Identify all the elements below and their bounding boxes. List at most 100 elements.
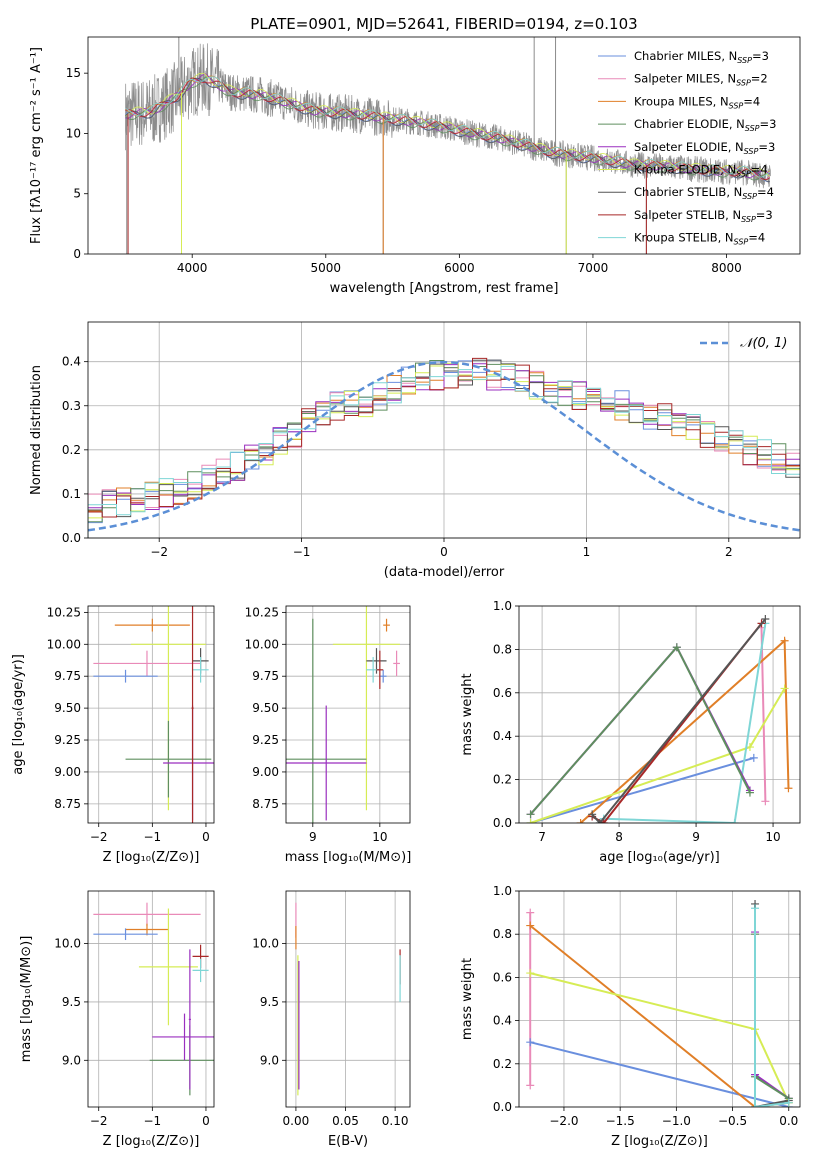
tick-label-x: 9 [309, 830, 317, 844]
x-axis-label: mass [log₁₀(M/M⊙)] [285, 850, 412, 865]
weight-marker [751, 904, 760, 913]
tick-label-x: 8000 [711, 261, 742, 275]
grid [286, 891, 410, 1107]
age-vs-mass-plot: 9 10 8.75 9.00 9.25 9.50 9.75 10.00 10.25 mass [l… [245, 605, 412, 865]
tick-label-x: 4000 [177, 261, 208, 275]
grid [88, 606, 214, 823]
weight-marker [745, 788, 754, 797]
tick-label-y: 0.0 [62, 531, 81, 545]
weight-line [529, 1041, 790, 1107]
tick-label-x: 7 [538, 830, 546, 844]
plot-area [526, 615, 793, 823]
tick-label-x: 2 [725, 545, 733, 559]
x-axis-label: (data-model)/error [384, 565, 505, 580]
y-axis-label: age [log₁₀(age/yr)] [11, 654, 26, 775]
tick-label-y: 0.6 [493, 970, 512, 984]
tick-label-x: 5000 [311, 261, 342, 275]
x-axis-label: E(B-V) [328, 1134, 368, 1149]
tick-label-y: 9.5 [260, 995, 279, 1009]
gaussian-curve [88, 360, 800, 532]
tick-label-y: 10.25 [245, 605, 279, 619]
tick-label-y: 0.2 [493, 773, 512, 787]
tick-label-y: 0.8 [493, 927, 512, 941]
residual-histogram-plot: −2 −1 0 1 2 0.0 0.1 0.2 0.3 0.4 (data-model)/error… [29, 321, 801, 580]
axes-frame [87, 321, 801, 539]
tick-label-x: 0 [202, 1114, 210, 1128]
legend-entry: Salpeter MILES, NSSP=2 [634, 72, 768, 88]
weight-marker [526, 1038, 535, 1047]
tick-label-y: 10.00 [245, 637, 279, 651]
plot-area [286, 606, 400, 823]
weight-vs-metallicity-plot: −2.0 −1.5 −1.0 −0.5 0.0 0.0 0.2 0.4 0.6 0.8 1.0 Z [… [460, 884, 801, 1149]
x-axis-label: Z [log₁₀(Z/Z⊙)] [103, 850, 200, 865]
tick-label-y: 9.0 [260, 1053, 279, 1067]
weight-line [754, 934, 790, 1100]
tick-label-x: 0.05 [332, 1114, 359, 1128]
mass-vs-metallicity-plot: −2 −1 0 9.0 9.5 10.0 Z [log₁₀(Z/Z⊙)] mass [log₁… [19, 890, 215, 1149]
tick-label-x: −2 [150, 545, 168, 559]
tick-label-y: 9.50 [54, 701, 81, 715]
tick-label-y: 1.0 [493, 599, 512, 613]
mass-vs-ebv-plot: 0.00 0.05 0.10 9.0 9.5 10.0 E(B-V) [252, 890, 411, 1149]
tick-label-y: 0.8 [493, 642, 512, 656]
axes-frame [285, 605, 411, 824]
grid [286, 606, 410, 823]
tick-label-y: 10 [66, 126, 81, 140]
weight-marker [576, 819, 585, 823]
x-axis-label: Z [log₁₀(Z/Z⊙)] [611, 1134, 708, 1149]
weight-marker [526, 810, 535, 819]
axes-frame [87, 36, 801, 255]
y-axis-label: mass weight [460, 958, 475, 1040]
tick-label-x: 7000 [578, 261, 609, 275]
weight-line [754, 932, 790, 1100]
weight-marker [784, 1098, 793, 1107]
x-axis-label: age [log₁₀(age/yr)] [599, 850, 720, 865]
tick-label-y: 10.00 [47, 637, 81, 651]
tick-label-x: −2 [90, 1114, 108, 1128]
tick-label-y: 10.0 [54, 937, 81, 951]
tick-label-x: −1 [143, 830, 161, 844]
model-line [125, 73, 771, 178]
figure-title: PLATE=0901, MJD=52641, FIBERID=0194, z=0… [250, 15, 637, 33]
legend-entry: Chabrier MILES, NSSP=3 [634, 49, 769, 65]
tick-label-y: 0.4 [493, 729, 512, 743]
weight-vs-age-plot: 7 8 9 10 0.0 0.2 0.4 0.6 0.8 1.0 age [log₁₀(age/yr… [460, 599, 801, 865]
tick-label-y: 10.25 [47, 605, 81, 619]
tick-label-y: 0 [73, 247, 81, 261]
weight-marker [588, 810, 597, 819]
axes-frame [518, 605, 801, 824]
weight-line [754, 908, 789, 1107]
legend-entry: Kroupa MILES, NSSP=4 [634, 94, 760, 110]
legend-entry: Salpeter STELIB, NSSP=3 [634, 208, 773, 224]
legend-entry: Salpeter ELODIE, NSSP=3 [634, 140, 775, 156]
weight-line [760, 627, 767, 802]
tick-label-x: 9 [692, 830, 700, 844]
tick-label-y: 9.0 [62, 1053, 81, 1067]
tick-label-y: 9.75 [252, 669, 279, 683]
plot-area [526, 899, 793, 1107]
observed-spectrum-line [125, 43, 771, 189]
tick-label-y: 15 [66, 66, 81, 80]
grid [519, 605, 800, 824]
legend: Chabrier MILES, NSSP=3 Salpeter MILES, NS… [598, 49, 776, 247]
tick-label-x: 0.10 [382, 1114, 409, 1128]
tick-label-y: 9.25 [252, 733, 279, 747]
weight-marker [730, 819, 739, 823]
axes-frame [87, 605, 215, 824]
tick-label-y: 8.75 [252, 797, 279, 811]
weight-line [530, 756, 755, 823]
weight-marker [761, 797, 770, 806]
weight-line [529, 645, 751, 815]
tick-label-y: 0.6 [493, 686, 512, 700]
tick-label-x: −2.0 [549, 1114, 578, 1128]
weight-marker [526, 819, 535, 823]
weight-marker [749, 753, 758, 762]
weight-marker [526, 921, 535, 930]
y-axis-label: mass weight [460, 673, 475, 755]
weight-marker [526, 1081, 535, 1090]
tick-label-y: 0.4 [493, 1014, 512, 1028]
plot-area [88, 357, 800, 538]
tick-label-x: 6000 [444, 261, 475, 275]
tick-label-x: −1.5 [606, 1114, 635, 1128]
tick-label-x: 0.00 [283, 1114, 310, 1128]
